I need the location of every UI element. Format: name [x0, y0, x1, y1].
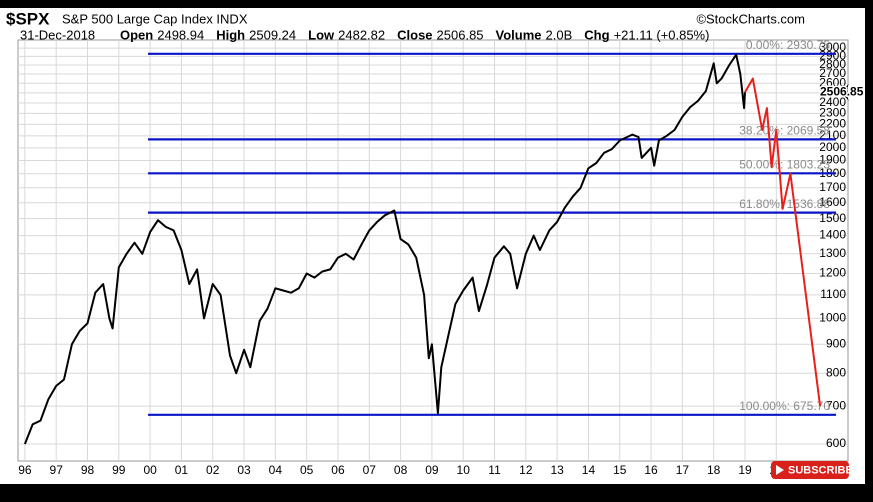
fib-label: 61.80%: 1536.88 [739, 197, 830, 211]
y-tick-label: 2900 [819, 49, 846, 63]
x-tick-label: 03 [237, 463, 251, 477]
y-tick-label: 900 [826, 336, 846, 350]
quote-value: 2482.82 [338, 27, 385, 42]
x-tick-label: 12 [519, 463, 533, 477]
x-tick-label: 19 [738, 463, 752, 477]
x-tick-label: 00 [143, 463, 157, 477]
x-tick-label: 07 [363, 463, 377, 477]
y-tick-label: 1000 [819, 311, 846, 325]
y-tick-label: 2800 [819, 57, 846, 71]
x-tick-label: 04 [269, 463, 283, 477]
last-value-box [848, 85, 864, 100]
x-tick-label: 96 [18, 463, 32, 477]
quote-label: Low [308, 27, 335, 42]
y-tick-label: 600 [826, 436, 846, 450]
price-line [744, 77, 822, 407]
x-tick-label: 15 [613, 463, 627, 477]
quote-value: 2506.85 [437, 27, 484, 42]
quote-label: High [216, 27, 245, 42]
price-line [23, 53, 746, 445]
y-tick-label: 1600 [819, 195, 846, 209]
y-tick-label: 2500 [819, 85, 846, 99]
x-tick-label: 18 [707, 463, 721, 477]
y-tick-label: 2000 [819, 140, 846, 154]
quote-label: Volume [496, 27, 542, 42]
x-tick-label: 02 [206, 463, 220, 477]
y-tick-label: 2400 [819, 95, 846, 109]
symbol: $SPX [6, 9, 50, 28]
x-tick-label: 97 [50, 463, 64, 477]
y-tick-label: 2600 [819, 75, 846, 89]
quote-label: Close [397, 27, 432, 42]
plot: 96 97 98 99 00 01 02 03 04 05 06 07 08 09 10 11 12 13 14 15… [18, 38, 865, 477]
y-tick-label: 1400 [819, 228, 846, 242]
y-tick-label: 1900 [819, 153, 846, 167]
x-tick-label: 11 [488, 463, 501, 477]
subscribe-label[interactable]: SUBSCRIBE [788, 464, 853, 476]
quote-value: 2509.24 [249, 27, 296, 42]
x-tick-label: 14 [582, 463, 596, 477]
last-value-label: 2506.85 [820, 84, 864, 98]
quote-value: +21.11 (+0.85%) [614, 27, 710, 42]
quote-label: Chg [584, 27, 609, 42]
y-tick-label: 1200 [819, 266, 846, 280]
x-tick-label: 99 [112, 463, 126, 477]
plot-area [17, 39, 849, 462]
y-tick-label: 2300 [819, 106, 846, 120]
x-tick-label: 09 [425, 463, 439, 477]
y-tick-label: 800 [826, 365, 846, 379]
y-tick-label: 2700 [819, 66, 846, 80]
x-tick-label: 05 [300, 463, 314, 477]
subscribe-bg[interactable] [771, 461, 849, 479]
date: 31-Dec-2018 [20, 27, 95, 42]
x-tick-label: 13 [550, 463, 564, 477]
x-tick-label: 17 [676, 463, 690, 477]
fib-label: 50.00%: 1803.23 [739, 157, 830, 171]
y-tick-label: 2200 [819, 117, 846, 131]
y-tick-label: 700 [826, 398, 846, 412]
quote-bar: Open 2498.94 High 2509.24 Low 2482.82 Close 250… [120, 27, 709, 42]
subscribe-button[interactable]: SUBSCRIBE [771, 461, 853, 479]
source: ©StockCharts.com [696, 11, 805, 26]
fib-label: 100.00%: 675.70 [739, 399, 830, 413]
play-icon [776, 465, 784, 475]
x-tick-label: 01 [175, 463, 189, 477]
x-tick-label: 16 [644, 463, 658, 477]
quote-value: 2.0B [546, 27, 573, 42]
y-tick-label: 3000 [819, 40, 846, 54]
subtitle: S&P 500 Large Cap Index INDX [62, 11, 248, 26]
y-tick-label: 1500 [819, 211, 846, 225]
fib-label: 0.00%: 2930.75 [746, 38, 830, 52]
y-tick-label: 1300 [819, 246, 846, 260]
quote-label: Open [120, 27, 153, 42]
y-tick-label: 1700 [819, 180, 846, 194]
x-tick-label: 06 [331, 463, 345, 477]
x-tick-label: 10 [457, 463, 471, 477]
fib-label: 38.20%: 2069.58 [739, 124, 830, 138]
background [0, 8, 865, 484]
x-tick-label: 08 [394, 463, 408, 477]
x-tick-label: 98 [81, 463, 95, 477]
y-tick-label: 1100 [820, 287, 846, 301]
quote-value: 2498.94 [157, 27, 204, 42]
